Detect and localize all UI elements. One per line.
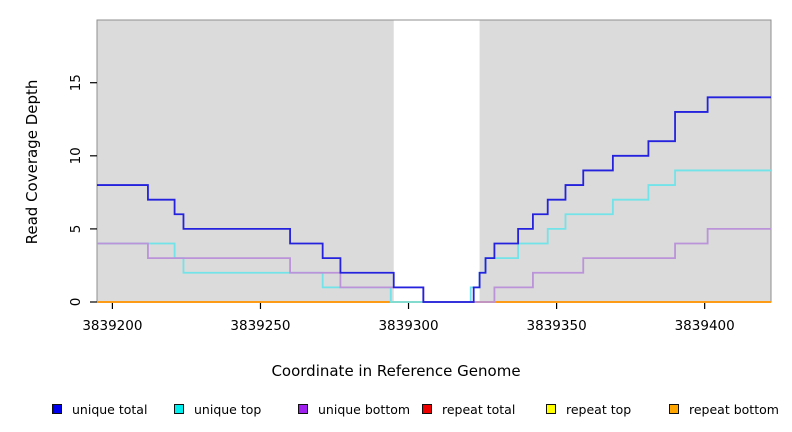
legend-swatch-repeat-bottom — [669, 404, 679, 414]
y-tick-label: 15 — [68, 74, 84, 91]
legend-label-repeat-total: repeat total — [442, 401, 516, 417]
y-axis-title: Read Coverage Depth — [23, 79, 41, 245]
x-tick-label: 3839200 — [82, 318, 142, 334]
y-tick-label: 0 — [68, 298, 84, 307]
x-axis-title: Coordinate in Reference Genome — [271, 362, 521, 380]
legend-item-repeat-bottom: repeat bottom — [669, 399, 779, 419]
legend-label-repeat-top: repeat top — [566, 401, 632, 417]
legend-swatch-repeat-top — [546, 404, 556, 414]
y-tick-label: 5 — [68, 225, 84, 234]
x-tick-label: 3839300 — [378, 318, 438, 334]
legend-item-unique-total: unique total — [52, 399, 147, 419]
legend-item-unique-top: unique top — [174, 399, 261, 419]
x-tick-label: 3839400 — [675, 318, 735, 334]
masked-region-band — [393, 20, 480, 302]
legend-item-repeat-total: repeat total — [422, 399, 515, 419]
y-tick-label: 10 — [68, 147, 84, 164]
legend-swatch-unique-top — [174, 404, 184, 414]
legend-swatch-repeat-total — [422, 404, 432, 414]
legend-item-unique-bottom: unique bottom — [298, 399, 410, 419]
x-tick-label: 3839250 — [230, 318, 290, 334]
series-line-unique-total — [97, 96, 771, 303]
legend-label-repeat-bottom: repeat bottom — [689, 401, 779, 417]
chart-legend: unique total unique top unique bottom repea… — [0, 399, 792, 421]
x-tick-label: 3839350 — [527, 318, 587, 334]
legend-label-unique-bottom: unique bottom — [318, 401, 411, 417]
series-line-unique-bottom — [97, 228, 771, 303]
legend-label-unique-total: unique total — [72, 401, 148, 417]
legend-item-repeat-top: repeat top — [546, 399, 631, 419]
legend-swatch-unique-total — [52, 404, 62, 414]
legend-label-unique-top: unique top — [194, 401, 262, 417]
legend-swatch-unique-bottom — [298, 404, 308, 414]
